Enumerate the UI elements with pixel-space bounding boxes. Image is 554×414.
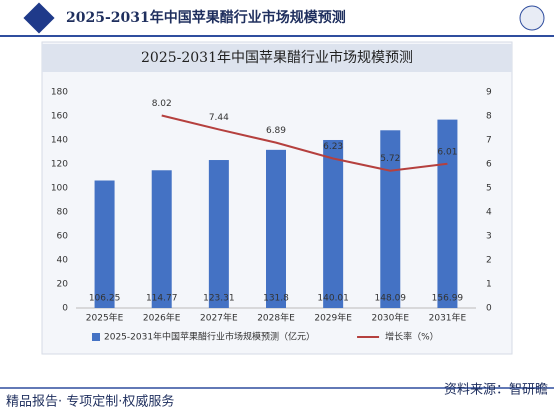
bar — [323, 139, 344, 308]
x-tick-label: 2029年E — [314, 312, 352, 324]
y2-tick-label: 0 — [486, 304, 492, 314]
header-title: 2025-2031年中国苹果醋行业市场规模预测 — [66, 9, 346, 26]
y-tick-label: 0 — [62, 304, 68, 314]
y2-tick-label: 1 — [486, 280, 492, 290]
bar-label: 123.31 — [203, 294, 235, 304]
y2-tick-label: 5 — [486, 184, 492, 194]
y2-tick-label: 6 — [486, 160, 492, 170]
line-label: 6.89 — [266, 126, 286, 136]
y-tick-label: 180 — [51, 88, 68, 98]
y2-tick-label: 2 — [486, 256, 492, 266]
legend-swatch — [92, 333, 100, 341]
line-label: 6.23 — [323, 142, 343, 152]
line-label: 5.72 — [380, 154, 400, 164]
bar — [266, 149, 286, 308]
x-tick-label: 2025年E — [86, 312, 124, 324]
bar-label: 140.01 — [317, 294, 349, 304]
y-tick-label: 160 — [51, 112, 68, 122]
bar — [437, 119, 458, 308]
x-tick-label: 2031年E — [429, 312, 467, 324]
y2-tick-label: 3 — [486, 232, 492, 242]
y2-tick-label: 8 — [486, 112, 492, 122]
x-tick-label: 2026年E — [143, 312, 181, 324]
line-label: 6.01 — [437, 147, 457, 157]
legend-label: 2025-2031年中国苹果醋行业市场规模预测（亿元） — [104, 331, 315, 343]
footer-left: 精品报告· 专项定制·权威服务 — [6, 394, 174, 410]
bar — [380, 130, 401, 308]
y-tick-label: 100 — [51, 184, 68, 194]
y-tick-label: 60 — [57, 232, 69, 242]
y-tick-label: 140 — [51, 136, 68, 146]
bar — [151, 170, 172, 308]
bar-label: 114.77 — [146, 294, 178, 304]
bar — [94, 180, 115, 308]
chart-title-bar — [42, 44, 512, 72]
y-tick-label: 20 — [57, 280, 69, 290]
y-tick-label: 80 — [57, 208, 69, 218]
bar-label: 131.8 — [263, 294, 289, 304]
footer-right: 资料来源：智研瞻 — [444, 383, 548, 398]
x-tick-label: 2027年E — [200, 312, 238, 324]
y-tick-label: 40 — [57, 256, 69, 266]
logo — [519, 5, 545, 31]
line-label: 8.02 — [152, 99, 172, 109]
bar-label: 106.25 — [89, 294, 121, 304]
y-tick-label: 120 — [51, 160, 68, 170]
legend-label: 增长率（%） — [385, 331, 439, 343]
bar-label: 156.99 — [432, 294, 464, 304]
line — [161, 114, 448, 172]
bar-label: 148.09 — [375, 294, 407, 304]
chart-title: 2025-2031年中国苹果醋行业市场规模预测 — [141, 49, 413, 66]
bar — [208, 160, 229, 308]
y2-tick-label: 7 — [486, 136, 492, 146]
y2-tick-label: 4 — [486, 208, 492, 218]
y2-tick-label: 9 — [486, 88, 492, 98]
x-tick-label: 2030年E — [371, 312, 409, 324]
line-label: 7.44 — [209, 113, 229, 123]
x-tick-label: 2028年E — [257, 312, 295, 324]
